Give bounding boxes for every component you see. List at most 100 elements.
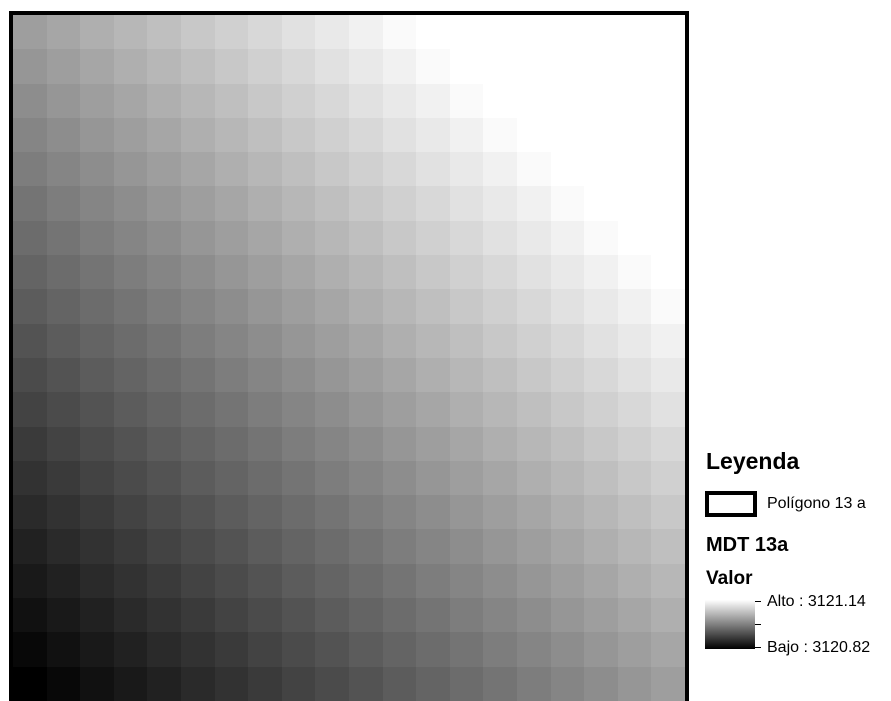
raster-cell (214, 392, 249, 427)
raster-cell (214, 117, 249, 153)
raster-cell (651, 117, 685, 153)
raster-cell (516, 186, 551, 221)
raster-cell (315, 426, 349, 461)
raster-cell (449, 255, 484, 290)
raster-cell (46, 598, 81, 633)
raster-cell (348, 392, 383, 427)
raster-cell (348, 666, 383, 701)
raster-cell (147, 186, 181, 221)
raster-cell (550, 255, 585, 290)
raster-cell (147, 392, 181, 427)
raster-cell (80, 152, 114, 187)
raster-cell (617, 495, 652, 530)
raster-cell (13, 426, 47, 461)
raster-cell (214, 563, 249, 599)
raster-cell (348, 495, 383, 530)
raster-cell (651, 666, 685, 701)
raster-cell (248, 426, 282, 461)
raster-cell (584, 152, 618, 187)
raster-cell (80, 357, 114, 393)
raster-cell (46, 632, 81, 667)
raster-cell (281, 632, 316, 667)
raster-cell (248, 289, 282, 324)
raster-cell (80, 563, 114, 599)
raster-cell (483, 392, 517, 427)
raster-cell (483, 83, 517, 118)
raster-cell (348, 563, 383, 599)
raster-cell (281, 460, 316, 496)
raster-cell (214, 666, 249, 701)
raster-cell (651, 632, 685, 667)
raster-cell (449, 220, 484, 256)
raster-cell (315, 49, 349, 84)
polygon-label: Polígono 13 a (767, 495, 866, 512)
raster-cell (281, 117, 316, 153)
raster-cell (315, 220, 349, 256)
raster-cell (147, 117, 181, 153)
raster-cell (348, 323, 383, 358)
raster-cell (382, 495, 417, 530)
raster-cell (416, 392, 450, 427)
raster-cell (348, 15, 383, 50)
raster-cell (147, 460, 181, 496)
raster-cell (651, 392, 685, 427)
raster-cell (147, 563, 181, 599)
raster-cell (80, 289, 114, 324)
raster-cell (46, 220, 81, 256)
raster-cell (382, 357, 417, 393)
raster-cell (348, 49, 383, 84)
raster-cell (348, 598, 383, 633)
raster-cell (113, 289, 148, 324)
raster-cell (147, 289, 181, 324)
raster-cell (113, 49, 148, 84)
raster-cell (416, 323, 450, 358)
raster-cell (516, 598, 551, 633)
raster-cell (281, 255, 316, 290)
raster-cell (382, 632, 417, 667)
raster-cell (449, 666, 484, 701)
raster-cell (617, 255, 652, 290)
raster-cell (248, 49, 282, 84)
raster-cell (416, 15, 450, 50)
polygon-outline-swatch (705, 491, 757, 517)
raster-cell (13, 83, 47, 118)
raster-cell (483, 460, 517, 496)
raster-cell (248, 15, 282, 50)
raster-cell (113, 255, 148, 290)
raster-cell (13, 186, 47, 221)
raster-cell (147, 83, 181, 118)
raster-cell (617, 666, 652, 701)
raster-cell (550, 323, 585, 358)
raster-cell (516, 255, 551, 290)
raster-cell (550, 392, 585, 427)
raster-cell (651, 323, 685, 358)
raster-cell (382, 83, 417, 118)
raster-cell (584, 563, 618, 599)
raster-cell (651, 357, 685, 393)
raster-cell (113, 460, 148, 496)
raster-cell (315, 117, 349, 153)
raster-cell (315, 460, 349, 496)
raster-cell (248, 220, 282, 256)
raster-cell (214, 426, 249, 461)
raster-cell (516, 495, 551, 530)
raster-cell (651, 152, 685, 187)
raster-cell (584, 49, 618, 84)
raster-cell (147, 152, 181, 187)
raster-cell (651, 289, 685, 324)
raster-cell (315, 83, 349, 118)
raster-cell (214, 289, 249, 324)
raster-cell (315, 392, 349, 427)
raster-cell (516, 632, 551, 667)
raster-cell (449, 495, 484, 530)
raster-cell (248, 495, 282, 530)
raster-cell (550, 495, 585, 530)
raster-cell (13, 117, 47, 153)
raster-cell (180, 563, 215, 599)
raster-cell (80, 426, 114, 461)
raster-cell (281, 323, 316, 358)
raster-cell (281, 186, 316, 221)
raster-cell (550, 83, 585, 118)
raster-cell (248, 529, 282, 564)
raster-cell (617, 357, 652, 393)
